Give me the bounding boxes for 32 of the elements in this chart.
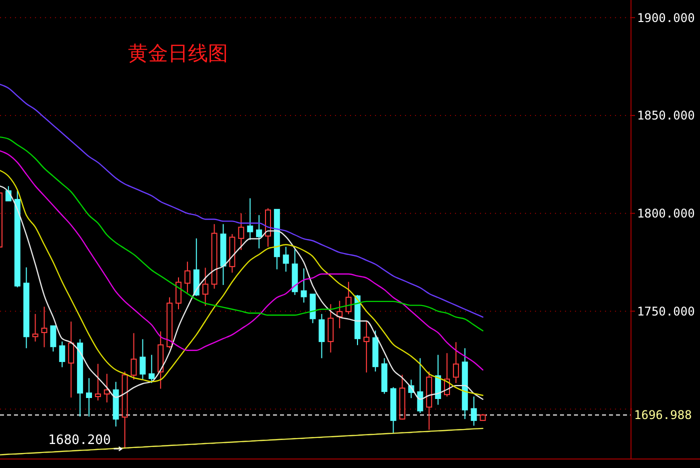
y-tick-label: 1750.000	[637, 304, 695, 318]
y-tick-label: 1850.000	[637, 108, 695, 123]
ref-line-label: 1696.988	[634, 408, 692, 422]
line-series	[0, 428, 484, 456]
candlestick	[336, 300, 343, 329]
candlestick	[292, 248, 298, 296]
candlestick	[158, 330, 164, 390]
line-series	[0, 150, 484, 371]
line-series	[0, 136, 484, 332]
candlestick	[112, 381, 119, 427]
line-series	[0, 84, 484, 318]
candlestick	[104, 373, 110, 403]
candlestick	[300, 268, 307, 304]
y-tick-label: 1800.000	[637, 206, 695, 221]
text: 黄金日线图	[128, 41, 228, 65]
candlestick	[462, 348, 468, 420]
candlestick	[23, 266, 30, 349]
candlestick	[202, 267, 208, 306]
candlestick	[32, 313, 38, 342]
candlestick	[256, 214, 262, 249]
candlestick	[452, 342, 459, 384]
y-tick-label: 1900.000	[637, 10, 695, 25]
candlestick	[238, 212, 244, 250]
candlestick	[318, 313, 325, 359]
candlestick	[363, 320, 370, 373]
candlestick	[41, 306, 48, 348]
candlestick	[220, 224, 226, 286]
candlestick	[86, 378, 92, 418]
annotation: 1680.200	[48, 432, 111, 448]
candlestick	[184, 261, 190, 294]
candlestick	[68, 321, 74, 398]
candlestick	[328, 304, 334, 354]
